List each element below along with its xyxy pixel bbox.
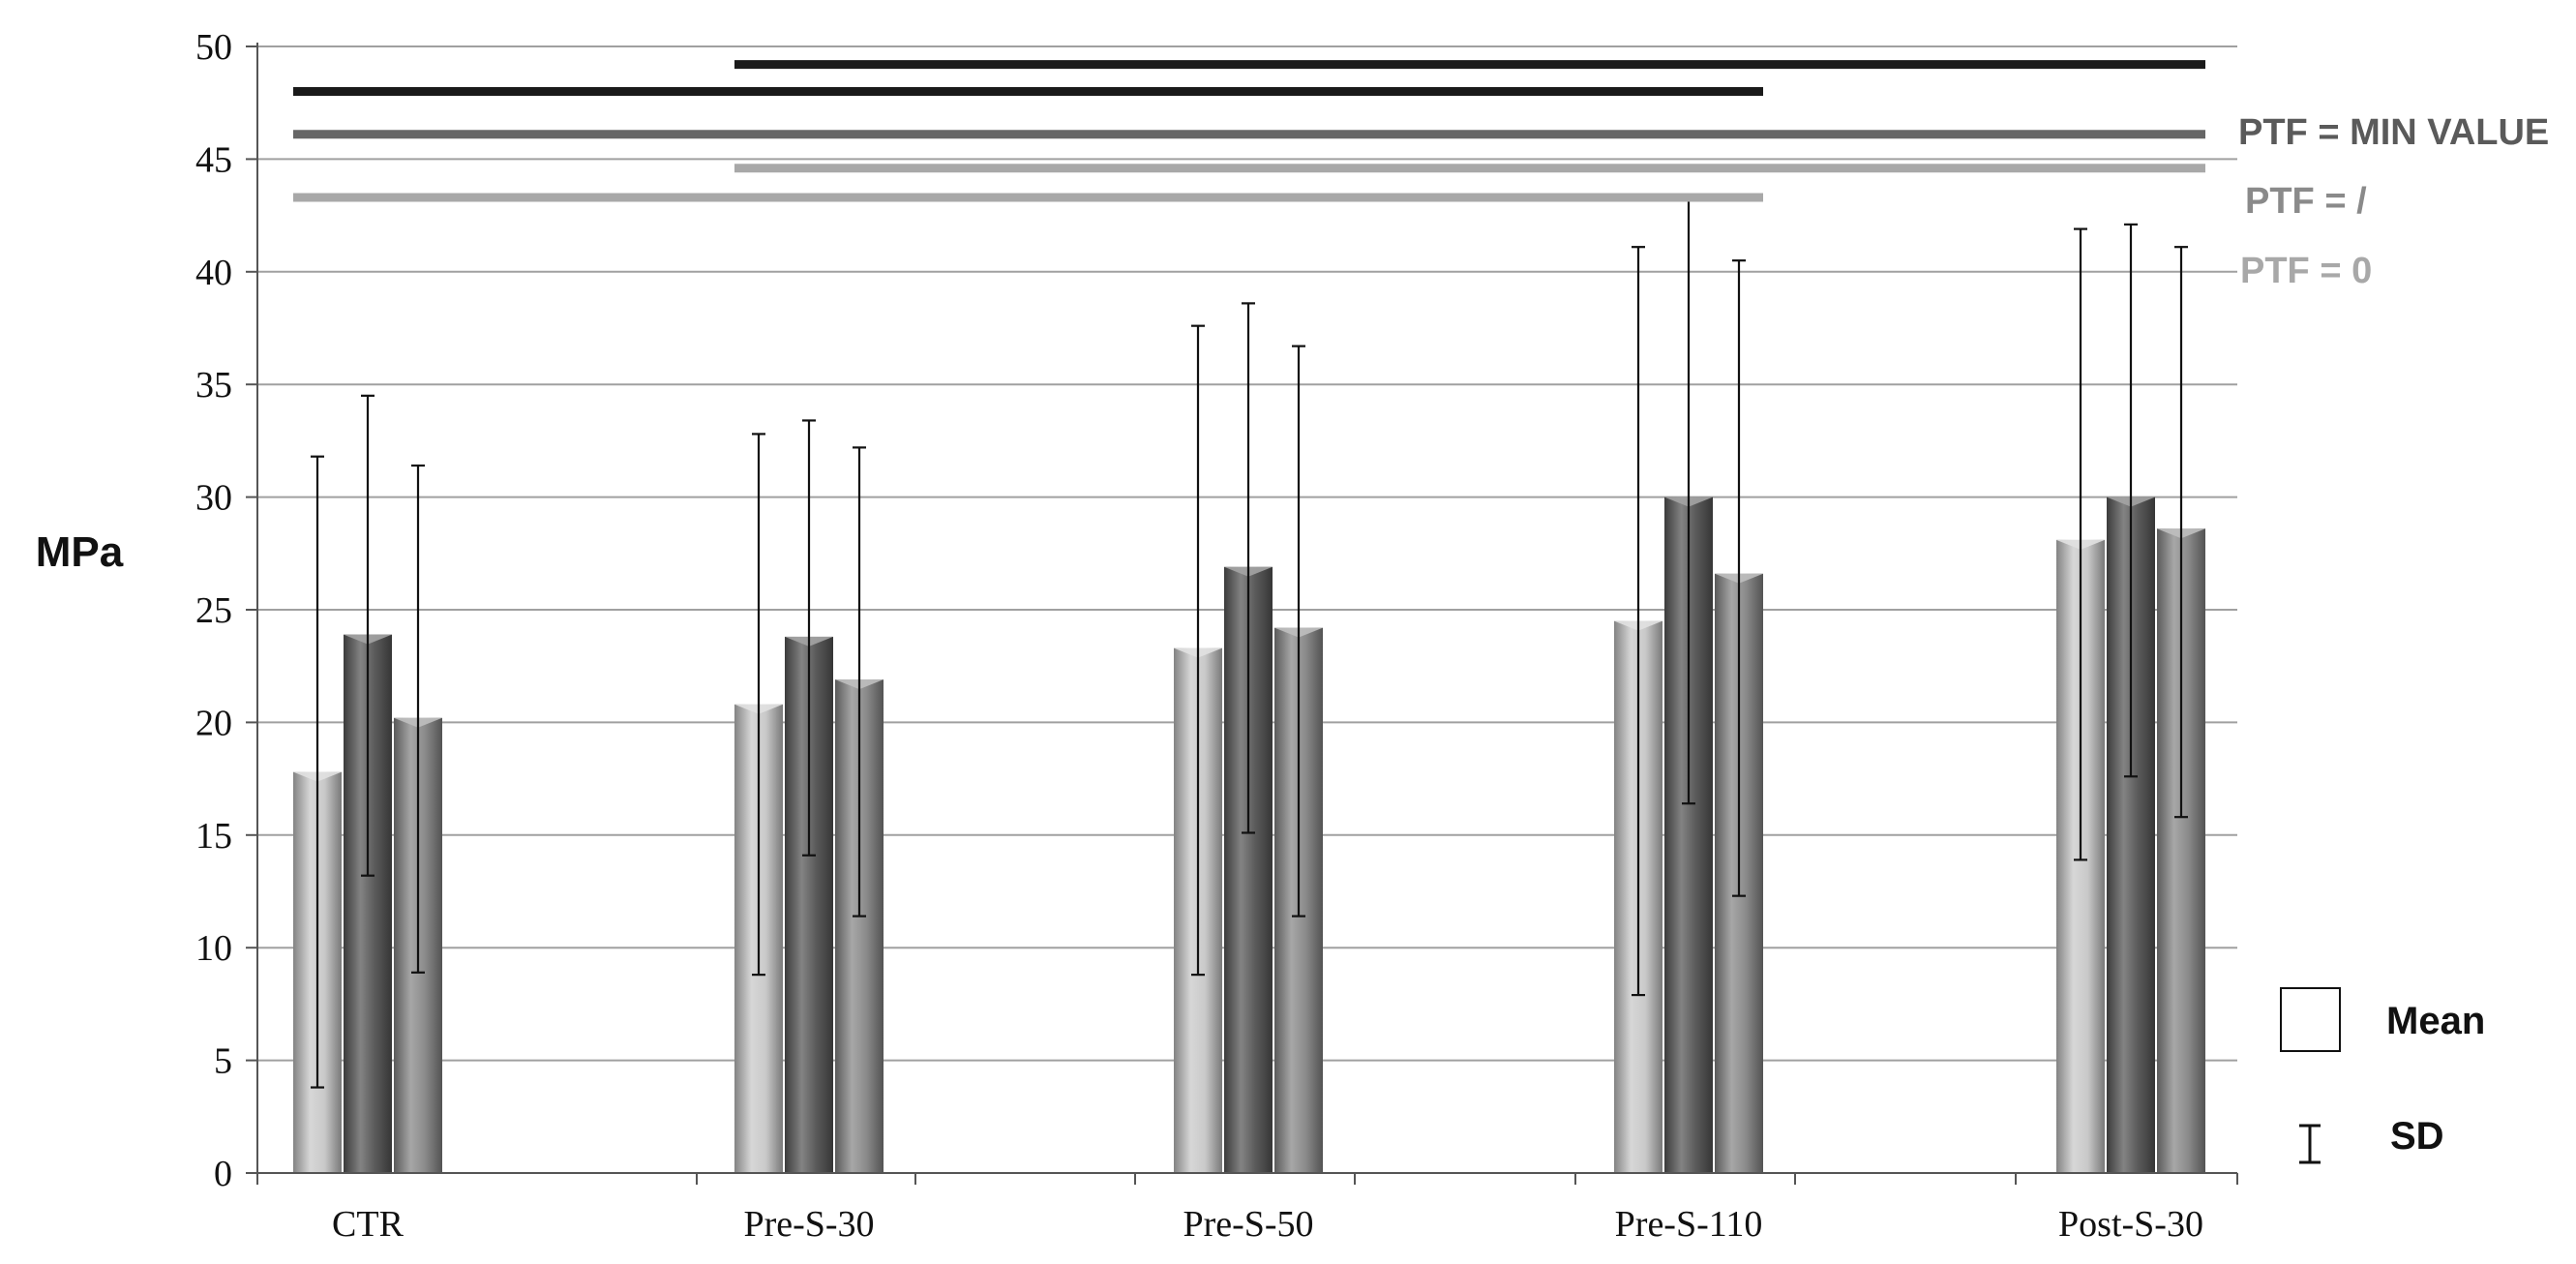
x-tick-label-Pre-S-30: Pre-S-30 <box>743 1204 874 1245</box>
x-axis-labels: CTR Pre-S-30 Pre-S-50 Pre-S-110 Post-S-30 <box>332 1204 2203 1245</box>
y-tick-label-40: 40 <box>195 253 232 293</box>
y-tick-label-25: 25 <box>195 590 232 631</box>
y-tick-label-0: 0 <box>214 1154 232 1194</box>
sd-legend-icon <box>2299 1124 2321 1164</box>
x-tick-label-CTR: CTR <box>332 1204 404 1245</box>
y-tick-label-50: 50 <box>195 27 232 68</box>
y-tick-label-45: 45 <box>195 139 232 180</box>
sd-legend-label: SD <box>2390 1115 2444 1158</box>
line-legend-entry-2: PTF = 0 <box>2240 251 2372 291</box>
y-tick-label-30: 30 <box>195 478 232 519</box>
mean-legend-box <box>2280 987 2341 1052</box>
axes <box>256 43 2238 1185</box>
y-axis-label: MPa <box>36 528 124 576</box>
y-axis-ticks: 0 5 10 15 20 25 30 35 40 45 50 <box>195 27 257 1194</box>
y-tick-label-35: 35 <box>195 365 232 406</box>
significance-lines <box>293 60 2205 202</box>
error-bars <box>311 194 2188 1089</box>
mean-legend-label: Mean <box>2386 1000 2485 1042</box>
y-tick-label-5: 5 <box>214 1041 232 1082</box>
line-legend-entry-1: PTF = / <box>2245 181 2367 222</box>
y-tick-label-15: 15 <box>195 816 232 857</box>
y-tick-label-10: 10 <box>195 928 232 969</box>
x-tick-label-Pre-S-50: Pre-S-50 <box>1183 1204 1313 1245</box>
line-legend-entry-0: PTF = MIN VALUE <box>2238 112 2549 153</box>
y-tick-label-20: 20 <box>195 703 232 743</box>
symbol-legend: Mean SD <box>2280 987 2485 1164</box>
x-tick-label-Post-S-30: Post-S-30 <box>2058 1204 2203 1245</box>
x-tick-label-Pre-S-110: Pre-S-110 <box>1615 1204 1763 1245</box>
line-legend: PTF = MIN VALUE PTF = / PTF = 0 <box>2238 112 2549 291</box>
